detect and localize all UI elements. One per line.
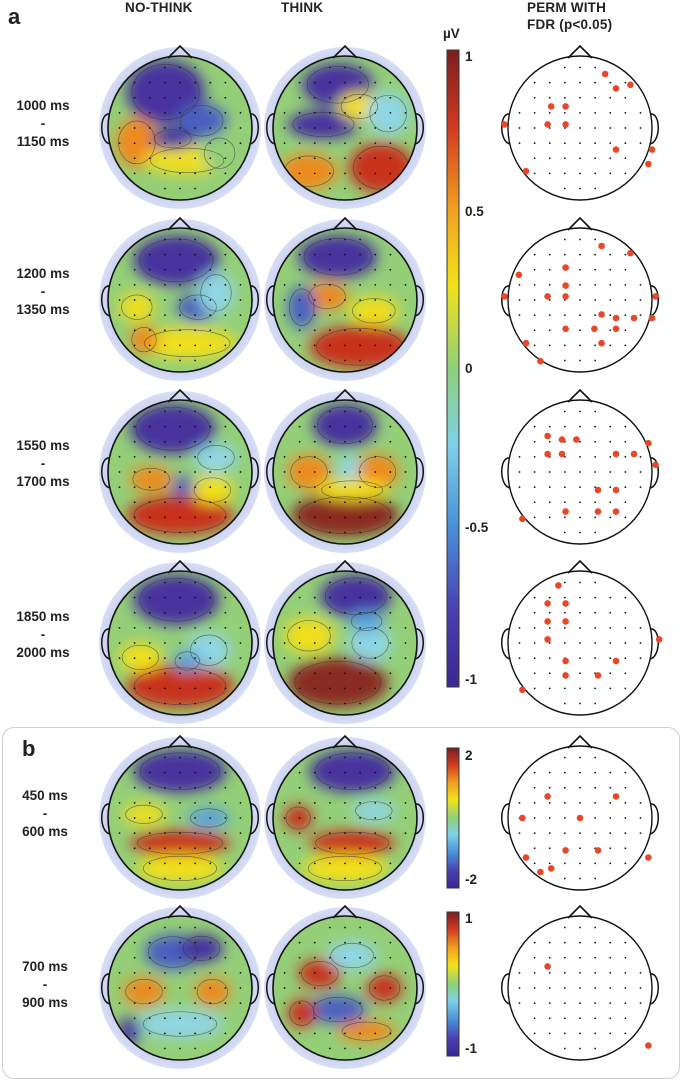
time-label-b2: 700 ms - 900 ms [6, 958, 84, 1012]
perm-fdr-map-3 [501, 388, 659, 545]
time-start: 1850 ms [16, 609, 70, 624]
time-start: 1550 ms [16, 438, 70, 453]
perm-fdr-map-1 [501, 44, 659, 201]
perm-fdr-map-4 [501, 559, 663, 716]
topomap-no-think-b1 [99, 734, 261, 899]
perm-fdr-map-6 [501, 904, 659, 1061]
topomap-no-think-a4 [99, 559, 261, 724]
time-start: 1000 ms [16, 98, 70, 113]
topomap-think-a1 [264, 44, 426, 209]
time-dash: - [40, 116, 46, 131]
colorbar-tick: 0 [465, 361, 473, 376]
topomap-think-a4 [264, 559, 426, 724]
colorbar-b2 [446, 911, 460, 1057]
colorbar-tick: -2 [465, 872, 478, 887]
time-dash: - [42, 977, 48, 992]
colorbar-tick: 2 [465, 748, 473, 763]
colorbar-b1 [446, 747, 460, 889]
topomap-think-b1 [264, 734, 426, 899]
topomap-think-a3 [264, 388, 426, 553]
time-label-a2: 1200 ms - 1350 ms [4, 265, 82, 319]
panel-b-frame [2, 727, 680, 1079]
time-label-a4: 1850 ms - 2000 ms [4, 608, 82, 662]
colorbar-tick: 1 [465, 911, 473, 926]
topomap-no-think-a1 [99, 44, 261, 209]
perm-fdr-map-5 [501, 734, 659, 891]
time-dash: - [40, 456, 46, 471]
header-think: THINK [281, 0, 324, 15]
time-label-a1: 1000 ms - 1150 ms [4, 97, 82, 151]
header-perm-line2: FDR (p<0.05) [527, 17, 613, 32]
topomap-think-b2 [264, 904, 426, 1069]
colorbar-unit: µV [443, 26, 460, 41]
colorbar-tick: -1 [465, 672, 478, 687]
time-dash: - [40, 284, 46, 299]
time-end: 2000 ms [16, 645, 70, 660]
colorbar-tick: -0.5 [465, 520, 489, 535]
time-end: 600 ms [22, 824, 68, 839]
time-end: 1700 ms [16, 474, 70, 489]
colorbar-tick: 1 [465, 49, 473, 64]
panel-a-letter: a [8, 4, 21, 29]
topomap-no-think-a2 [99, 216, 261, 381]
topomap-think-a2 [264, 216, 426, 381]
header-perm-line1: PERM WITH [527, 0, 607, 15]
colorbar-a [446, 49, 460, 688]
time-start: 700 ms [22, 959, 68, 974]
time-start: 450 ms [22, 788, 68, 803]
colorbar-tick: -1 [465, 1041, 478, 1056]
colorbar-tick: 0.5 [465, 204, 484, 219]
time-label-a3: 1550 ms - 1700 ms [4, 437, 82, 491]
perm-fdr-map-2 [501, 216, 659, 373]
time-dash: - [40, 627, 46, 642]
time-end: 900 ms [22, 995, 68, 1010]
topomap-no-think-b2 [99, 904, 261, 1069]
time-start: 1200 ms [16, 266, 70, 281]
time-label-b1: 450 ms - 600 ms [6, 787, 84, 841]
panel-b-letter: b [22, 736, 36, 761]
topomap-no-think-a3 [99, 388, 261, 553]
time-end: 1350 ms [16, 302, 70, 317]
header-no-think: NO-THINK [125, 0, 193, 15]
time-dash: - [42, 806, 48, 821]
time-end: 1150 ms [16, 134, 70, 149]
